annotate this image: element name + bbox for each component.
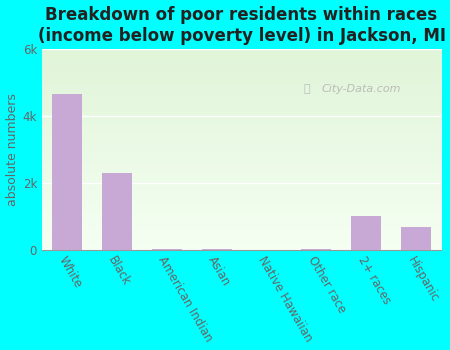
Text: City-Data.com: City-Data.com: [321, 84, 401, 94]
Bar: [102, 173, 132, 250]
Bar: [52, 94, 82, 250]
Y-axis label: absolute numbers: absolute numbers: [5, 93, 18, 206]
Text: ⓘ: ⓘ: [303, 84, 310, 94]
Bar: [152, 249, 182, 250]
Bar: [401, 227, 431, 250]
Bar: [351, 216, 381, 250]
Title: Breakdown of poor residents within races
(income below poverty level) in Jackson: Breakdown of poor residents within races…: [37, 6, 446, 45]
